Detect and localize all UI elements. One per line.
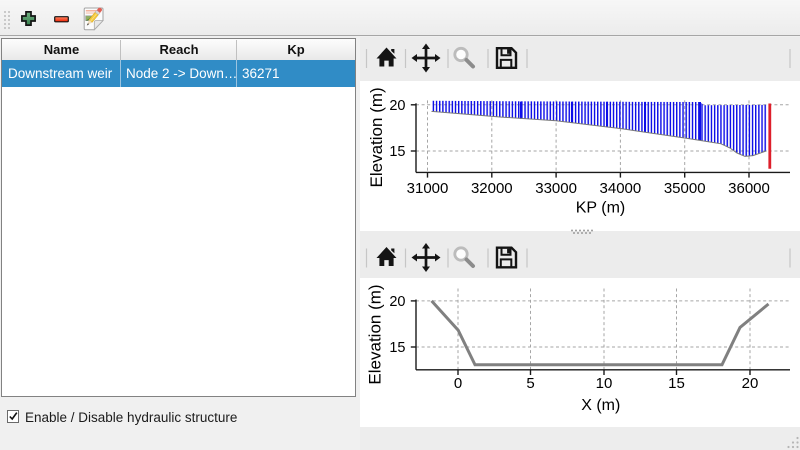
svg-text:KP (m): KP (m) [576,200,625,217]
svg-text:35000: 35000 [664,180,706,197]
svg-text:20: 20 [389,294,405,310]
svg-text:10: 10 [596,375,613,392]
svg-text:Elevation (m): Elevation (m) [366,284,385,384]
svg-text:34000: 34000 [600,180,642,197]
svg-text:20: 20 [742,375,759,392]
svg-text:36000: 36000 [728,180,770,197]
svg-text:X (m): X (m) [581,397,620,414]
svg-text:Elevation (m): Elevation (m) [367,87,386,187]
svg-text:20: 20 [389,98,405,114]
svg-text:31000: 31000 [407,180,449,197]
svg-text:0: 0 [454,375,462,392]
svg-text:32000: 32000 [471,180,513,197]
svg-text:15: 15 [389,144,405,160]
svg-text:33000: 33000 [535,180,577,197]
svg-text:15: 15 [389,340,405,356]
svg-text:5: 5 [526,375,534,392]
svg-text:15: 15 [668,375,685,392]
